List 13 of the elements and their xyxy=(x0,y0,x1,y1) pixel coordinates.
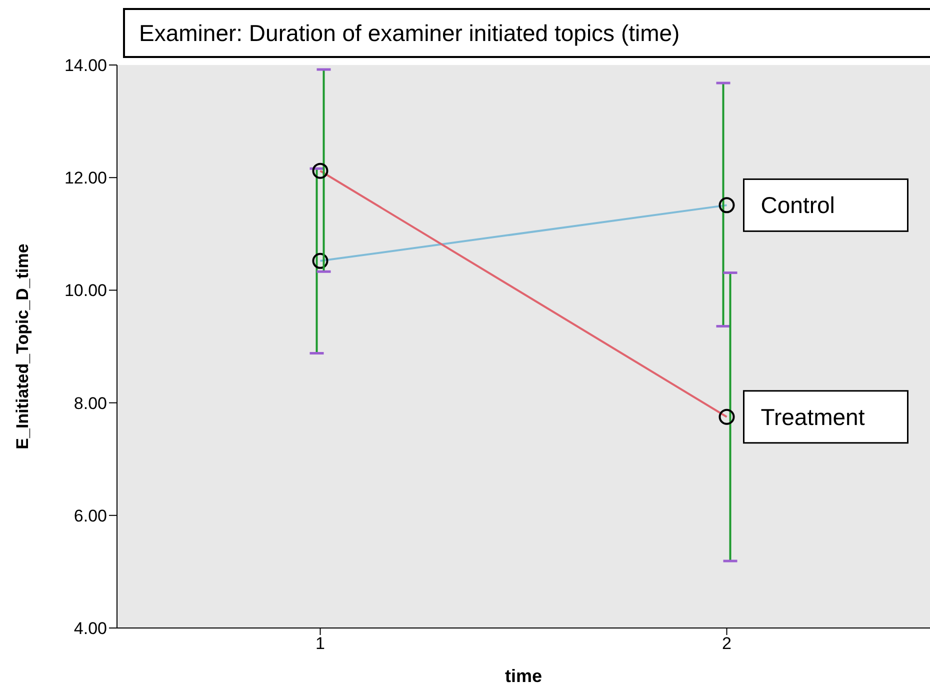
x-tick-label: 1 xyxy=(316,634,325,654)
y-tick-label: 6.00 xyxy=(74,506,107,526)
y-tick-label: 14.00 xyxy=(64,56,107,76)
y-tick-label: 8.00 xyxy=(74,394,107,413)
y-tick-label: 12.00 xyxy=(64,168,107,188)
series-label: Control xyxy=(760,192,835,218)
y-tick-label: 4.00 xyxy=(74,619,107,638)
y-tick-label: 10.00 xyxy=(64,281,107,300)
x-axis-title: time xyxy=(504,666,542,686)
y-axis-title: E_Initiated_Topic_D_time xyxy=(13,244,32,450)
chart-title: Examiner: Duration of examiner initiated topics (time) xyxy=(123,8,930,58)
x-tick-label: 2 xyxy=(722,634,732,654)
series-label: Treatment xyxy=(760,404,866,430)
